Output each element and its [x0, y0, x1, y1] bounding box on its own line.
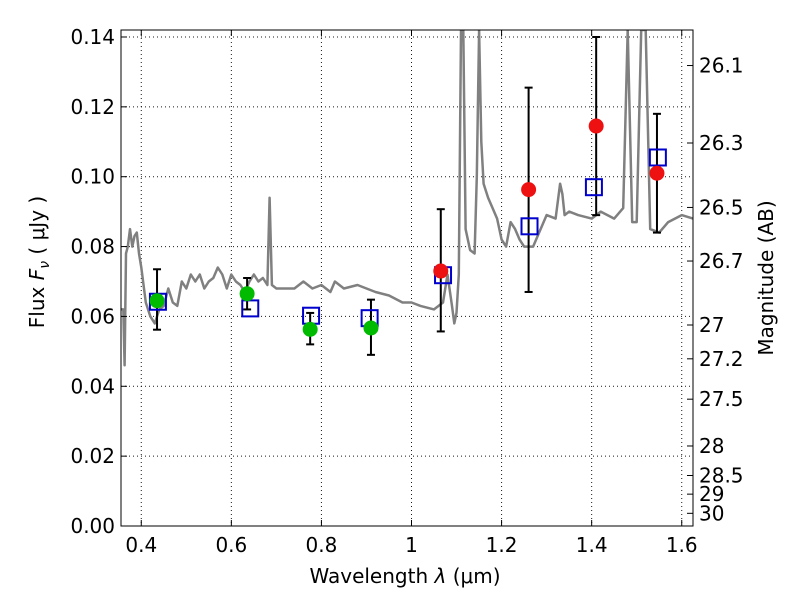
y-tick-label: 0.12 — [70, 95, 115, 119]
x-tick-label: 0.4 — [125, 533, 157, 557]
mag-tick-label: 26.7 — [699, 249, 744, 273]
observed-point — [433, 263, 449, 279]
model-photometry-square — [584, 178, 603, 197]
observed-point — [649, 165, 665, 181]
model-spectrum-line — [121, 30, 693, 367]
y-tick-label: 0.10 — [70, 165, 115, 189]
model-photometry-square — [648, 148, 667, 167]
mag-tick-label: 28.5 — [699, 464, 744, 488]
x-tick-label: 1 — [405, 533, 418, 557]
data-layer — [121, 30, 693, 367]
observed-point — [302, 321, 318, 337]
model-photometry-square — [520, 217, 539, 236]
x-tick-label: 1.6 — [666, 533, 698, 557]
observed-point — [588, 118, 604, 134]
observed-point — [149, 293, 165, 309]
y-tick-label: 0.02 — [70, 444, 115, 468]
mag-tick-label: 29 — [699, 482, 724, 506]
mag-tick-label: 27.2 — [699, 347, 744, 371]
observed-point — [239, 286, 255, 302]
plot-frame — [120, 29, 694, 527]
x-tick-label: 0.8 — [306, 533, 338, 557]
y-tick-label: 0.04 — [70, 374, 115, 398]
y-tick-label: 0.08 — [70, 235, 115, 259]
x-tick-label: 1.4 — [576, 533, 608, 557]
mag-tick-label: 28 — [699, 434, 724, 458]
observed-point — [363, 320, 379, 336]
mag-tick-label: 27.5 — [699, 387, 744, 411]
y-tick-label: 0.14 — [70, 25, 115, 49]
mag-tick-label: 27 — [699, 313, 724, 337]
ticks: 0.4 0.6 0.8 1 1.2 1.4 1.6 0.00 0.02 0.04 0.06 0.08 0… — [70, 25, 743, 557]
mag-tick-label: 26.3 — [699, 131, 744, 155]
mag-tick-label: 26.5 — [699, 195, 744, 219]
y2-axis-label: Magnitude (AB) — [754, 200, 778, 355]
y-tick-label: 0.00 — [70, 514, 115, 538]
y-tick-label: 0.06 — [70, 304, 115, 328]
x-tick-label: 1.2 — [486, 533, 518, 557]
x-axis-label: Wavelength λ (μm) — [309, 564, 500, 588]
mag-tick-label: 30 — [699, 501, 724, 525]
x-tick-label: 0.6 — [215, 533, 247, 557]
y-axis-label: Flux Fν ( μJy ) — [25, 196, 53, 328]
mag-tick-label: 26.1 — [699, 54, 744, 78]
observed-point — [521, 182, 537, 198]
